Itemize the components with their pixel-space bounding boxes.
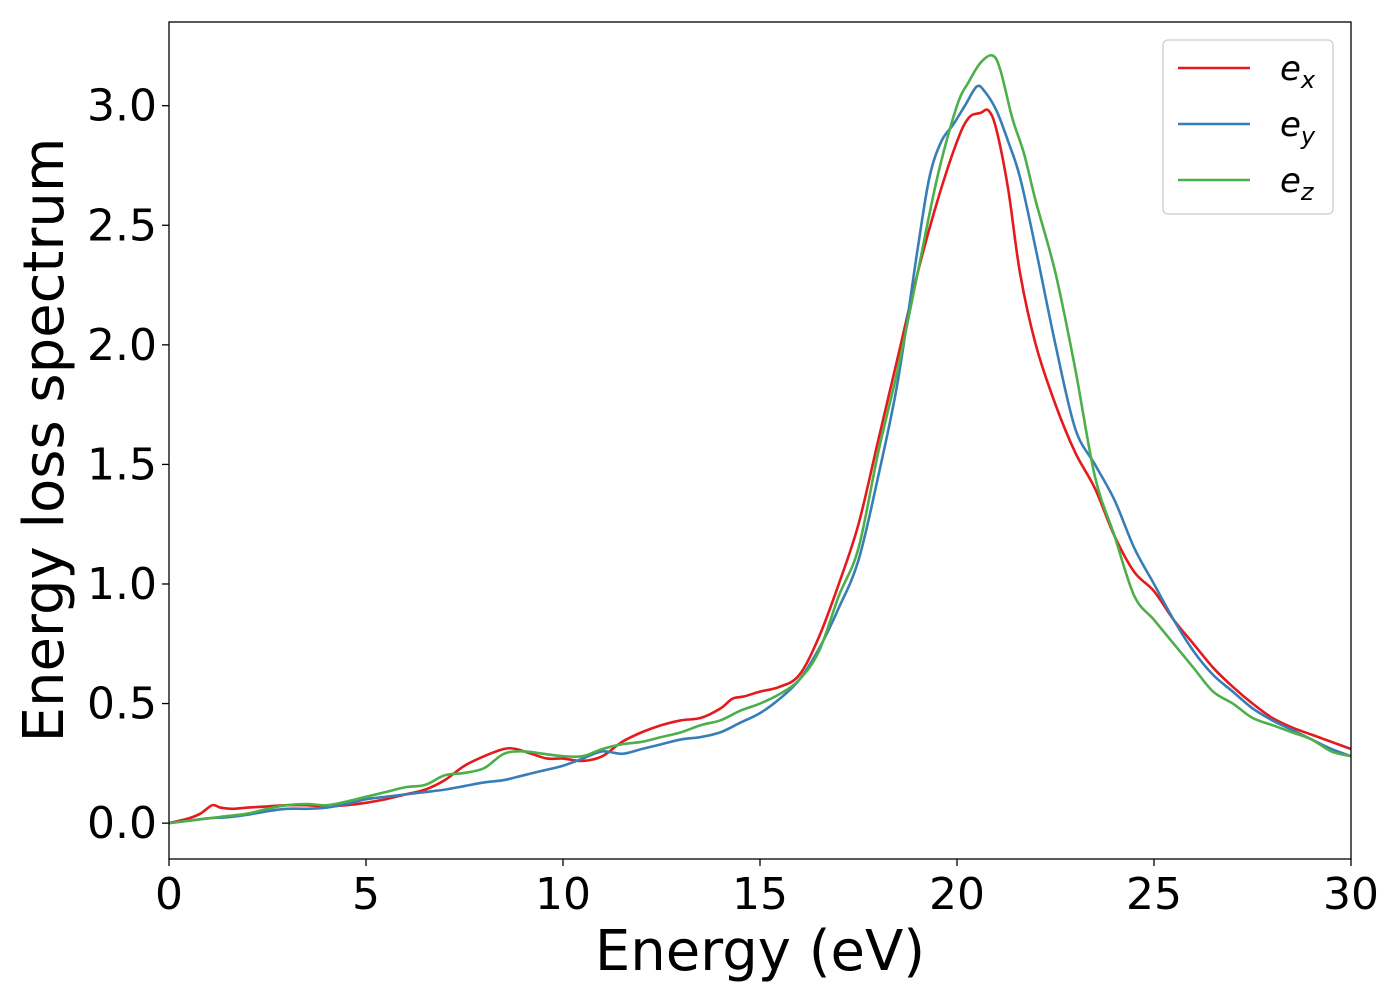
y-axis: 0.0 0.5 1.0 1.5 2.0 2.5 3.0	[87, 81, 169, 849]
x-axis: 0 5 10 15 20 25 30	[155, 859, 1379, 920]
legend-box	[1162, 39, 1334, 215]
x-tick-label: 15	[732, 869, 788, 920]
legend-label-x: ex	[1280, 49, 1316, 94]
y-axis-title: Energy loss spectrum	[12, 138, 77, 743]
x-tick-label: 25	[1126, 869, 1182, 920]
y-tick-label: 0.0	[87, 798, 157, 849]
x-tick-label: 0	[155, 869, 183, 920]
y-tick-label: 2.0	[87, 320, 157, 371]
y-tick-label: 0.5	[87, 679, 157, 730]
legend-label-y: ey	[1280, 105, 1316, 150]
x-tick-label: 10	[535, 869, 591, 920]
x-tick-label: 20	[929, 869, 985, 920]
y-tick-label: 3.0	[87, 81, 157, 132]
legend-label-z: ez	[1280, 161, 1315, 206]
y-tick-label: 1.5	[87, 439, 157, 490]
x-tick-label: 30	[1323, 869, 1379, 920]
series-line-y	[169, 84, 1351, 825]
x-axis-title: Energy (eV)	[595, 919, 925, 984]
x-tick-label: 5	[352, 869, 380, 920]
plot-background	[169, 22, 1351, 859]
series-layer	[169, 53, 1351, 825]
series-line-z	[169, 53, 1351, 825]
series-line-x	[169, 108, 1351, 825]
y-tick-label: 1.0	[87, 559, 157, 610]
y-tick-label: 2.5	[87, 200, 157, 251]
legend: ex ey ez	[1162, 39, 1334, 215]
